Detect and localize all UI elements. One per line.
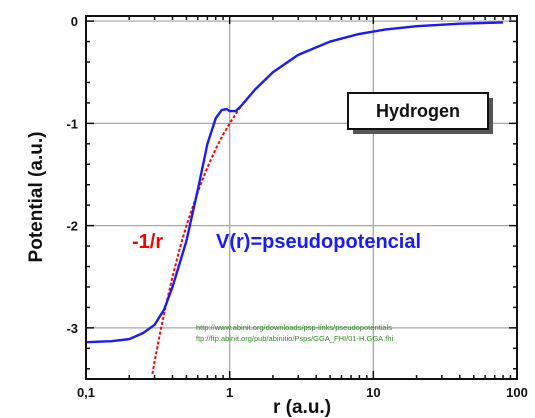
series-line-pseudopotential	[86, 21, 504, 344]
plot-frame	[85, 15, 518, 380]
blue-series-label: V(r)=pseudopotencial	[216, 231, 421, 253]
series-layer	[86, 21, 504, 375]
credit-line-2: ftp://ftp.abinit.org/pub/abinitio/Psps/G…	[196, 334, 394, 343]
x-tick-label: 1	[226, 385, 233, 400]
hydrogen-label-box: Hydrogen	[347, 92, 493, 134]
series-line-coulomb	[151, 21, 504, 375]
x-tick-label: 100	[506, 385, 528, 400]
y-tick-label: -3	[66, 321, 78, 336]
red-series-label: -1/r	[132, 231, 163, 253]
y-tick-label: -2	[66, 219, 78, 234]
credit-line-1: http://www.abinit.org/downloads/psp-link…	[196, 323, 392, 332]
hydrogen-label: Hydrogen	[376, 101, 460, 121]
y-tick-label: -1	[66, 116, 78, 131]
x-axis-title: r (a.u.)	[273, 397, 331, 418]
y-tick-label: 0	[71, 14, 78, 29]
x-tick-label: 0,1	[77, 385, 95, 400]
x-tick-label: 10	[366, 385, 380, 400]
tick-labels: 0,1 1 10 100 0 -1 -2 -3	[66, 14, 527, 400]
grid	[86, 16, 517, 379]
y-axis-title: Potential (a.u.)	[26, 132, 47, 263]
